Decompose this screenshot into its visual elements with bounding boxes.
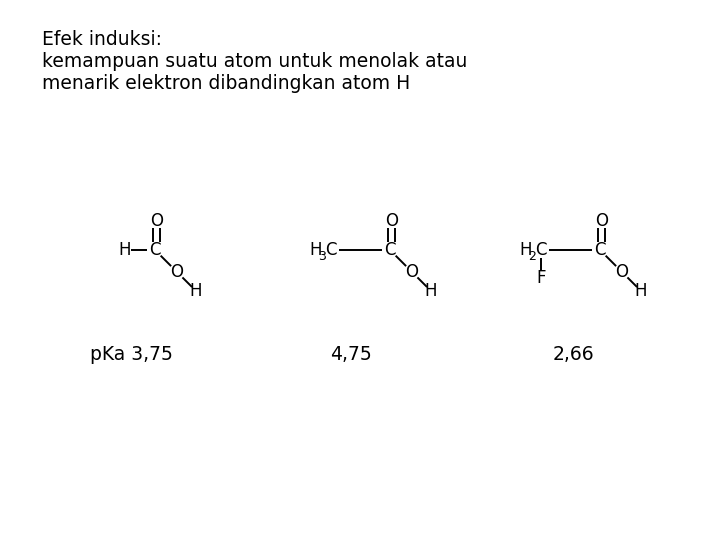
Text: 2: 2 <box>528 249 536 262</box>
Text: kemampuan suatu atom untuk menolak atau: kemampuan suatu atom untuk menolak atau <box>42 52 467 71</box>
Text: 2,66: 2,66 <box>553 346 595 365</box>
Text: H: H <box>634 281 647 300</box>
Text: O: O <box>170 263 184 281</box>
Text: H: H <box>118 241 130 259</box>
Text: C: C <box>536 241 547 259</box>
Text: O: O <box>616 263 629 281</box>
Text: C: C <box>325 241 337 259</box>
Text: H: H <box>309 241 321 259</box>
Text: C: C <box>149 241 161 259</box>
Text: O: O <box>405 263 418 281</box>
Text: O: O <box>385 212 398 230</box>
Text: F: F <box>536 269 546 287</box>
Text: Efek induksi:: Efek induksi: <box>42 30 162 49</box>
Text: O: O <box>150 212 163 230</box>
Text: C: C <box>594 241 606 259</box>
Text: O: O <box>595 212 608 230</box>
Text: menarik elektron dibandingkan atom H: menarik elektron dibandingkan atom H <box>42 74 410 93</box>
Text: H: H <box>424 281 437 300</box>
Text: H: H <box>189 281 202 300</box>
Text: pKa 3,75: pKa 3,75 <box>90 346 173 365</box>
Text: H: H <box>519 241 531 259</box>
Text: C: C <box>384 241 396 259</box>
Text: 3: 3 <box>318 249 326 262</box>
Text: 4,75: 4,75 <box>330 346 372 365</box>
